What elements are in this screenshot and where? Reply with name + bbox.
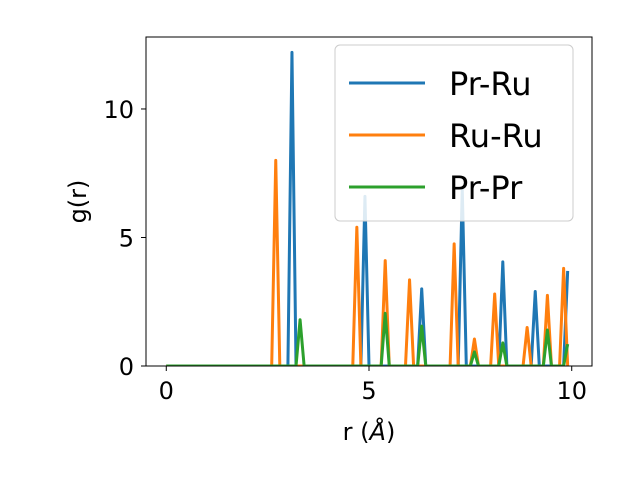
legend-label-pr-pr: Pr-Pr	[449, 169, 523, 207]
y-axis: 0 5 10	[103, 96, 146, 381]
x-axis-label-text: r (	[343, 418, 370, 446]
y-tick-label: 0	[119, 353, 134, 381]
x-tick-label: 0	[159, 377, 174, 405]
x-tick-label: 5	[361, 377, 376, 405]
x-axis-label-close: )	[386, 418, 395, 446]
legend-frame	[334, 44, 574, 222]
series-layer	[166, 50, 570, 366]
y-tick-label: 5	[119, 224, 134, 252]
x-axis-label-unit: Å	[368, 417, 386, 446]
legend: Pr-Ru Ru-Ru Pr-Pr	[334, 44, 574, 222]
y-tick-label: 10	[103, 96, 134, 124]
series-line-pr-ru	[166, 50, 570, 366]
x-axis-label: r (Å)	[343, 417, 396, 446]
legend-label-ru-ru: Ru-Ru	[449, 117, 543, 155]
legend-label-pr-ru: Pr-Ru	[449, 65, 531, 103]
x-tick-label: 10	[556, 377, 587, 405]
x-axis: 0 5 10	[159, 366, 587, 405]
y-axis-label: g(r)	[64, 180, 92, 224]
series-line-pr-pr	[166, 311, 570, 366]
series-line-ru-ru	[166, 158, 570, 366]
